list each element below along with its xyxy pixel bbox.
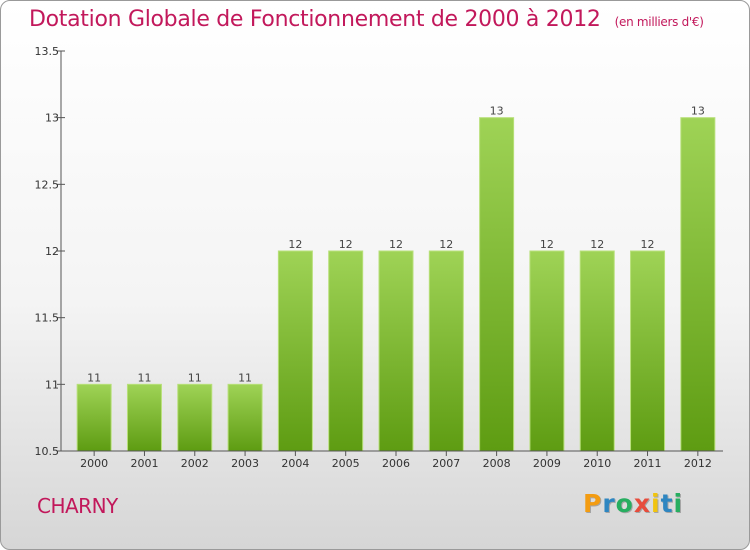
unit-label: (en milliers d'€): [614, 15, 704, 29]
bar-2005: [328, 250, 364, 452]
x-tick-label-2012: 2012: [684, 457, 712, 470]
bar-2002: [177, 383, 213, 452]
bar-2012: [680, 117, 716, 452]
logo-letter: i: [651, 489, 661, 518]
x-tick-label-2009: 2009: [533, 457, 561, 470]
bar-2000: [76, 383, 112, 452]
logo-letter: o: [615, 489, 634, 518]
bar-2008: [479, 117, 515, 452]
y-tick-label: 10.5: [35, 445, 60, 458]
axes-group: 2000 2001 2002 2003 2004 2005 2006 2007 2008 2009…: [35, 45, 723, 470]
bar-value-label-2002: 11: [188, 371, 202, 384]
bar-2009: [529, 250, 565, 452]
title-text: Dotation Globale de Fonctionnement de 20…: [29, 7, 601, 32]
bar-value-label-2007: 12: [439, 238, 453, 251]
bar-2011: [630, 250, 666, 452]
bar-value-label-2012: 13: [691, 105, 705, 118]
logo-letter: t: [660, 489, 674, 518]
x-tick-label-2002: 2002: [181, 457, 209, 470]
x-tick-label-2011: 2011: [634, 457, 662, 470]
x-tick-label-2003: 2003: [231, 457, 259, 470]
bar-value-label-2011: 12: [641, 238, 655, 251]
logo-letter: x: [633, 489, 651, 518]
bar-value-label-2001: 11: [137, 371, 151, 384]
bar-value-label-2004: 12: [288, 238, 302, 251]
bar-2006: [378, 250, 414, 452]
proxiti-logo: Proxiti: [583, 489, 683, 518]
x-tick-label-2004: 2004: [281, 457, 309, 470]
bar-value-label-2006: 12: [389, 238, 403, 251]
bars-group: 11 11 11 11 12 12 12 12 13 12 12 12 13: [76, 105, 716, 452]
bar-value-label-2008: 13: [490, 105, 504, 118]
logo-letter: i: [673, 489, 684, 518]
x-tick-label-2000: 2000: [80, 457, 108, 470]
y-tick-label: 12.5: [35, 178, 60, 191]
logo-letter: P: [583, 489, 603, 518]
bar-2010: [579, 250, 615, 452]
y-tick-label: 11.5: [35, 312, 60, 325]
x-tick-label-2001: 2001: [130, 457, 158, 470]
bar-value-label-2010: 12: [590, 238, 604, 251]
bar-2001: [126, 383, 162, 452]
bar-value-label-2009: 12: [540, 238, 554, 251]
x-tick-label-2006: 2006: [382, 457, 410, 470]
bar-value-label-2000: 11: [87, 371, 101, 384]
bar-value-label-2003: 11: [238, 371, 252, 384]
bar-value-label-2005: 12: [339, 238, 353, 251]
logo-letter: r: [602, 489, 616, 518]
y-tick-label: 12: [45, 245, 59, 258]
x-tick-label-2008: 2008: [483, 457, 511, 470]
bar-2004: [277, 250, 313, 452]
bar-2007: [428, 250, 464, 452]
x-tick-label-2005: 2005: [332, 457, 360, 470]
x-tick-label-2010: 2010: [583, 457, 611, 470]
chart-title: Dotation Globale de Fonctionnement de 20…: [29, 7, 704, 32]
commune-name: CHARNY: [37, 494, 118, 518]
bar-2003: [227, 383, 263, 452]
x-tick-label-2007: 2007: [432, 457, 460, 470]
y-tick-label: 11: [45, 378, 59, 391]
y-tick-label: 13: [45, 112, 59, 125]
y-tick-label: 13.5: [35, 45, 60, 58]
